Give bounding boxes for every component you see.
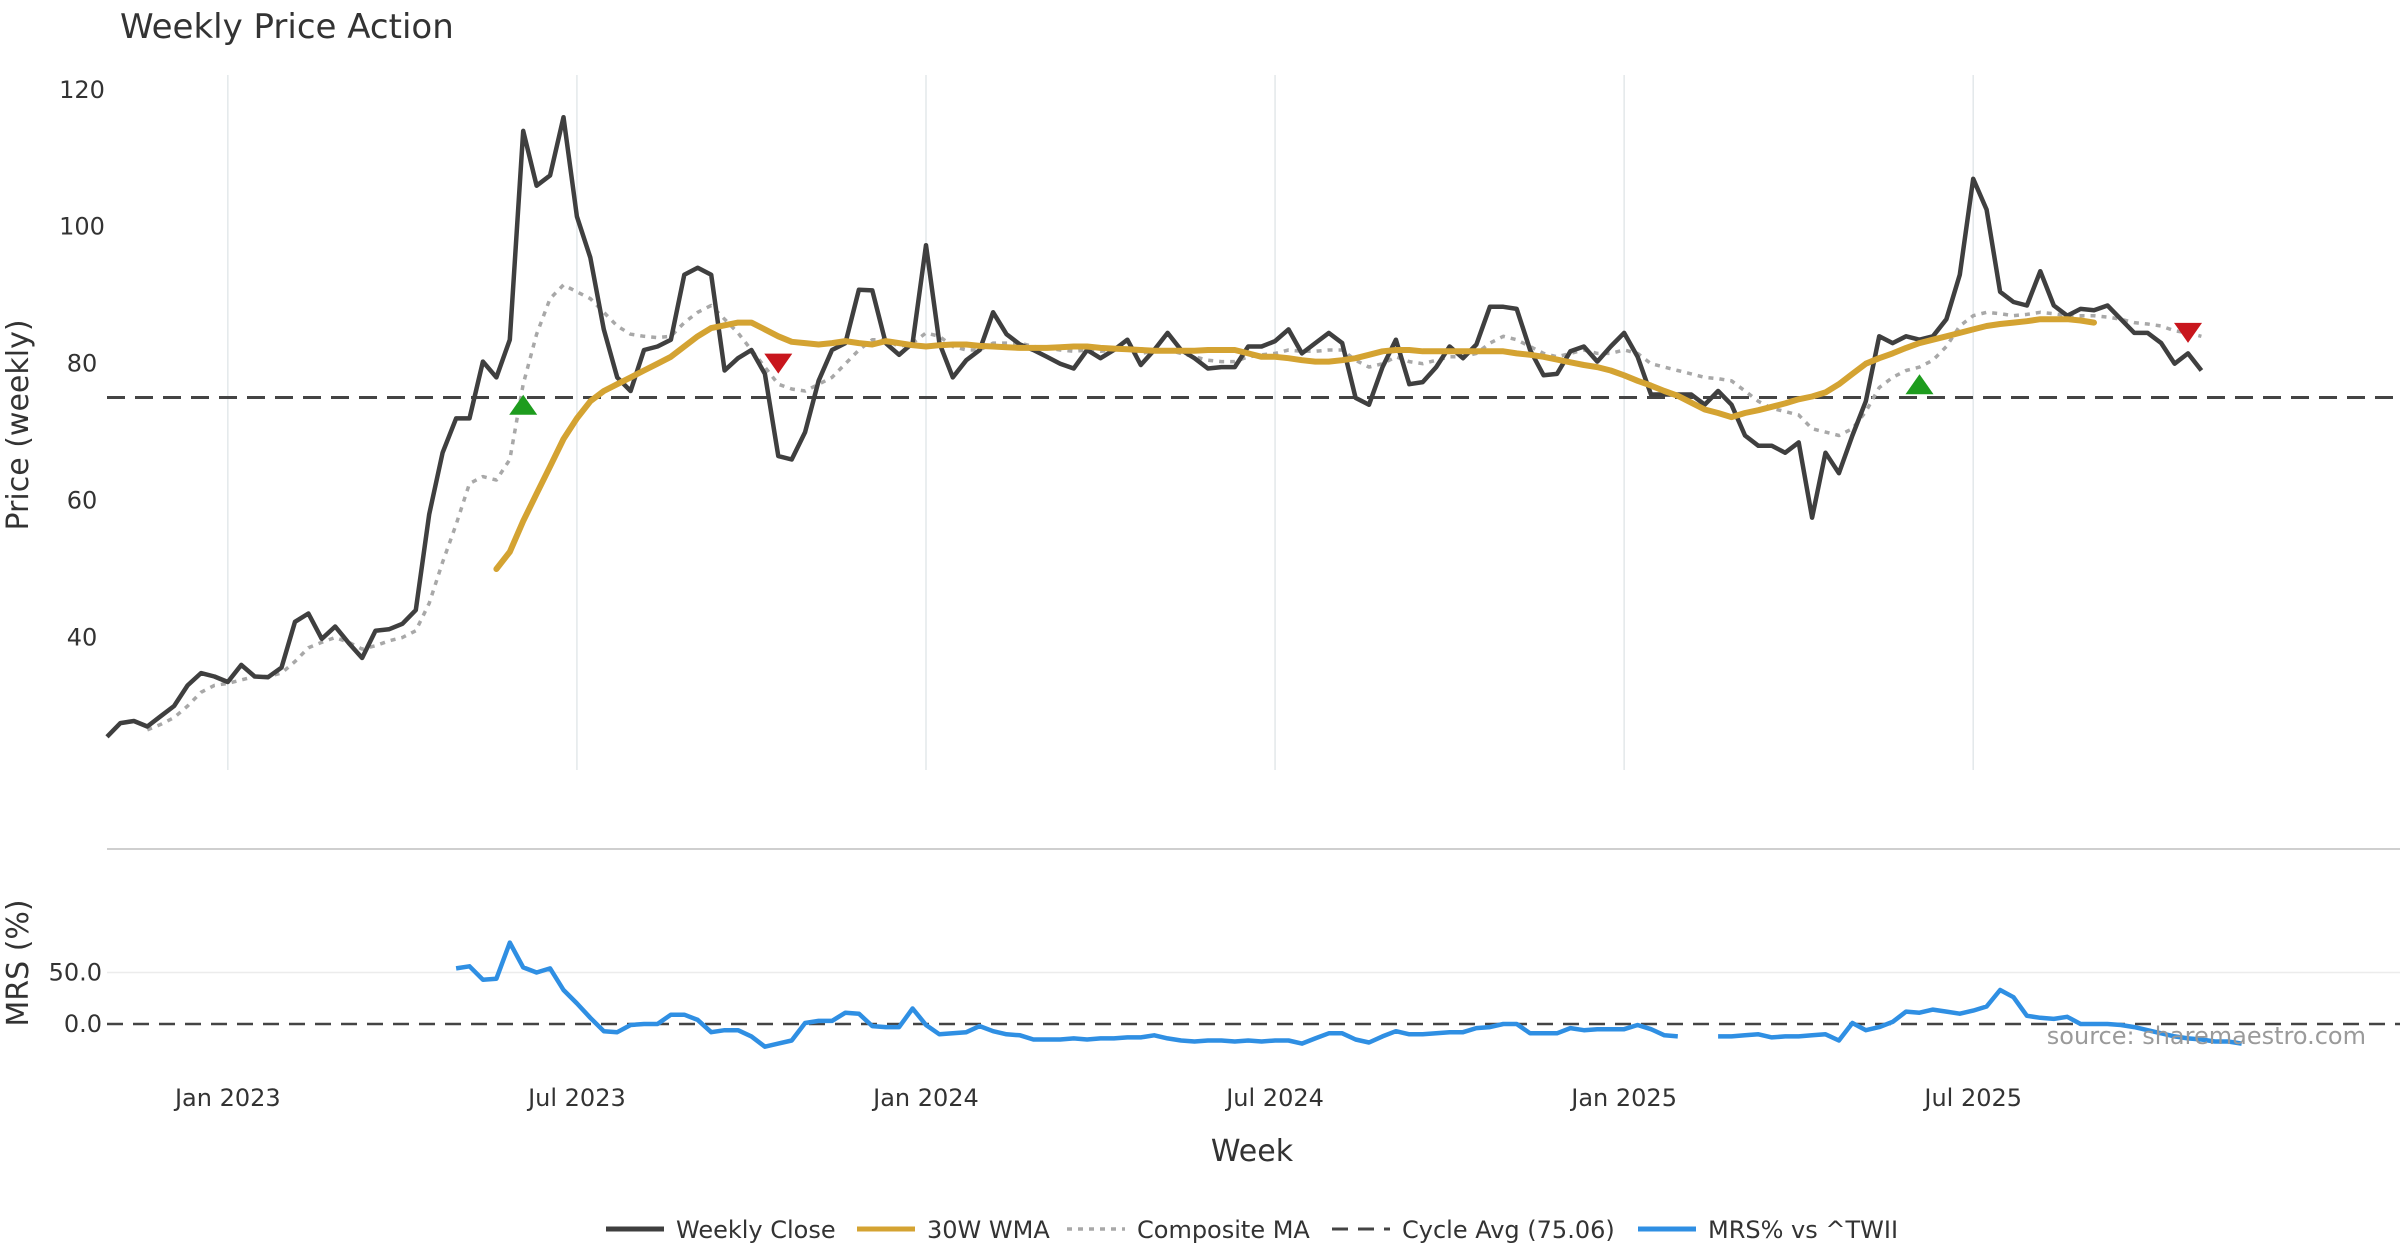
mrs-y-tick-label: 50.0	[49, 959, 102, 987]
legend: Weekly Close 30W WMA Composite MA Cycle Avg…	[606, 1216, 1898, 1244]
x-tick-label: Jul 2024	[1224, 1084, 1324, 1112]
wma-30w-line	[493, 316, 2097, 572]
price-grid	[227, 75, 1974, 770]
mrs-line	[455, 940, 2243, 1049]
legend-label: 30W WMA	[927, 1216, 1050, 1244]
source-note: source: sharemaestro.com	[2047, 1022, 2366, 1050]
price-y-tick-label: 80	[67, 350, 98, 378]
legend-label: MRS% vs ^TWII	[1708, 1216, 1898, 1244]
legend-label: Cycle Avg (75.06)	[1402, 1216, 1615, 1244]
price-series	[105, 114, 2400, 739]
x-tick-label: Jan 2023	[173, 1084, 281, 1112]
mrs-y-tick-label: 0.0	[64, 1010, 102, 1038]
legend-label: Weekly Close	[676, 1216, 836, 1244]
x-tick-label: Jul 2023	[526, 1084, 626, 1112]
chart-title: Weekly Price Action	[120, 7, 454, 47]
x-ticks: Jan 2023 Jul 2023 Jan 2024 Jul 2024 Jan 2025…	[173, 1084, 2022, 1112]
sell-signal-marker	[764, 353, 793, 374]
price-y-tick-label: 40	[67, 624, 98, 652]
buy-signal-marker	[509, 394, 538, 415]
price-y-axis-label: Price (weekly)	[1, 319, 36, 530]
legend-label: Composite MA	[1137, 1216, 1310, 1244]
buy-signal-marker	[1905, 374, 1934, 395]
mrs-y-axis-label: MRS (%)	[1, 899, 36, 1026]
x-tick-label: Jan 2024	[871, 1084, 979, 1112]
x-tick-label: Jul 2025	[1922, 1084, 2022, 1112]
mrs-series	[107, 940, 2400, 1049]
mrs-y-ticks: 50.0 0.0	[49, 959, 102, 1039]
price-y-ticks: 40 60 80 100 120	[59, 76, 105, 652]
x-axis-label: Week	[1211, 1134, 1294, 1169]
price-y-tick-label: 60	[67, 487, 98, 515]
sell-signal-marker	[2174, 322, 2203, 343]
price-y-tick-label: 120	[59, 76, 105, 104]
x-tick-label: Jan 2025	[1569, 1084, 1677, 1112]
price-y-tick-label: 100	[59, 213, 105, 241]
signal-markers	[509, 322, 2203, 415]
weekly-close-line	[105, 114, 2204, 739]
